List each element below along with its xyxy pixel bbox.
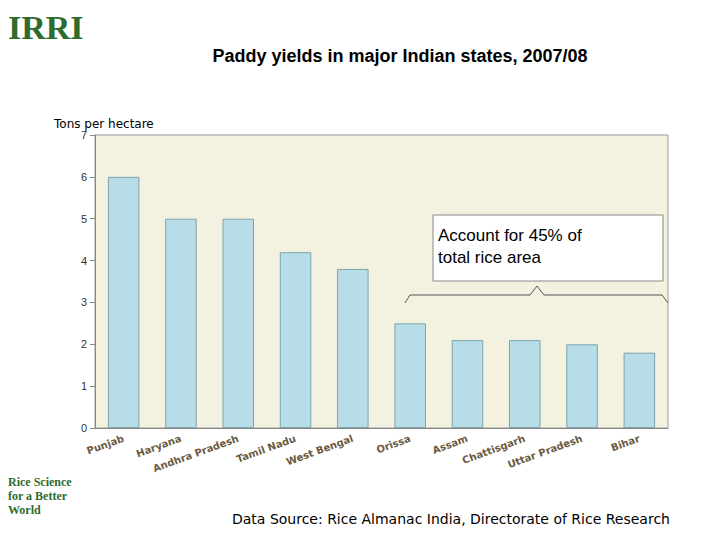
svg-text:Tamil Nadu: Tamil Nadu (235, 432, 298, 465)
svg-text:7: 7 (81, 129, 87, 141)
svg-text:Chattisgarh: Chattisgarh (460, 432, 527, 466)
svg-text:Assam: Assam (431, 433, 469, 456)
svg-text:2: 2 (81, 338, 87, 350)
svg-text:Punjab: Punjab (85, 433, 125, 457)
svg-text:3: 3 (81, 296, 87, 308)
svg-text:Andhra Pradesh: Andhra Pradesh (151, 433, 240, 474)
svg-text:Orissa: Orissa (375, 433, 412, 455)
svg-text:Uttar Pradesh: Uttar Pradesh (506, 433, 584, 470)
svg-text:4: 4 (81, 255, 87, 267)
svg-text:West Bengal: West Bengal (285, 433, 355, 467)
svg-text:total rice area: total rice area (438, 248, 542, 267)
svg-text:1: 1 (81, 380, 87, 392)
svg-text:Paddy yields in major Indian s: Paddy yields in major Indian states, 200… (212, 46, 587, 66)
svg-text:Rice Science: Rice Science (8, 475, 75, 489)
svg-text:for a Better: for a Better (8, 489, 70, 503)
svg-text:Haryana: Haryana (134, 432, 183, 460)
svg-text:6: 6 (81, 171, 87, 183)
svg-text:IRRI: IRRI (8, 9, 84, 46)
svg-text:5: 5 (81, 213, 87, 225)
svg-text:Data Source: Rice Almanac Indi: Data Source: Rice Almanac India, Directo… (232, 511, 670, 527)
svg-text:Tons per hectare: Tons per hectare (53, 117, 154, 131)
svg-text:Account for 45% of: Account for 45% of (438, 226, 586, 245)
svg-text:Bihar: Bihar (609, 433, 641, 454)
svg-text:0: 0 (81, 422, 87, 434)
svg-text:World: World (8, 503, 41, 517)
